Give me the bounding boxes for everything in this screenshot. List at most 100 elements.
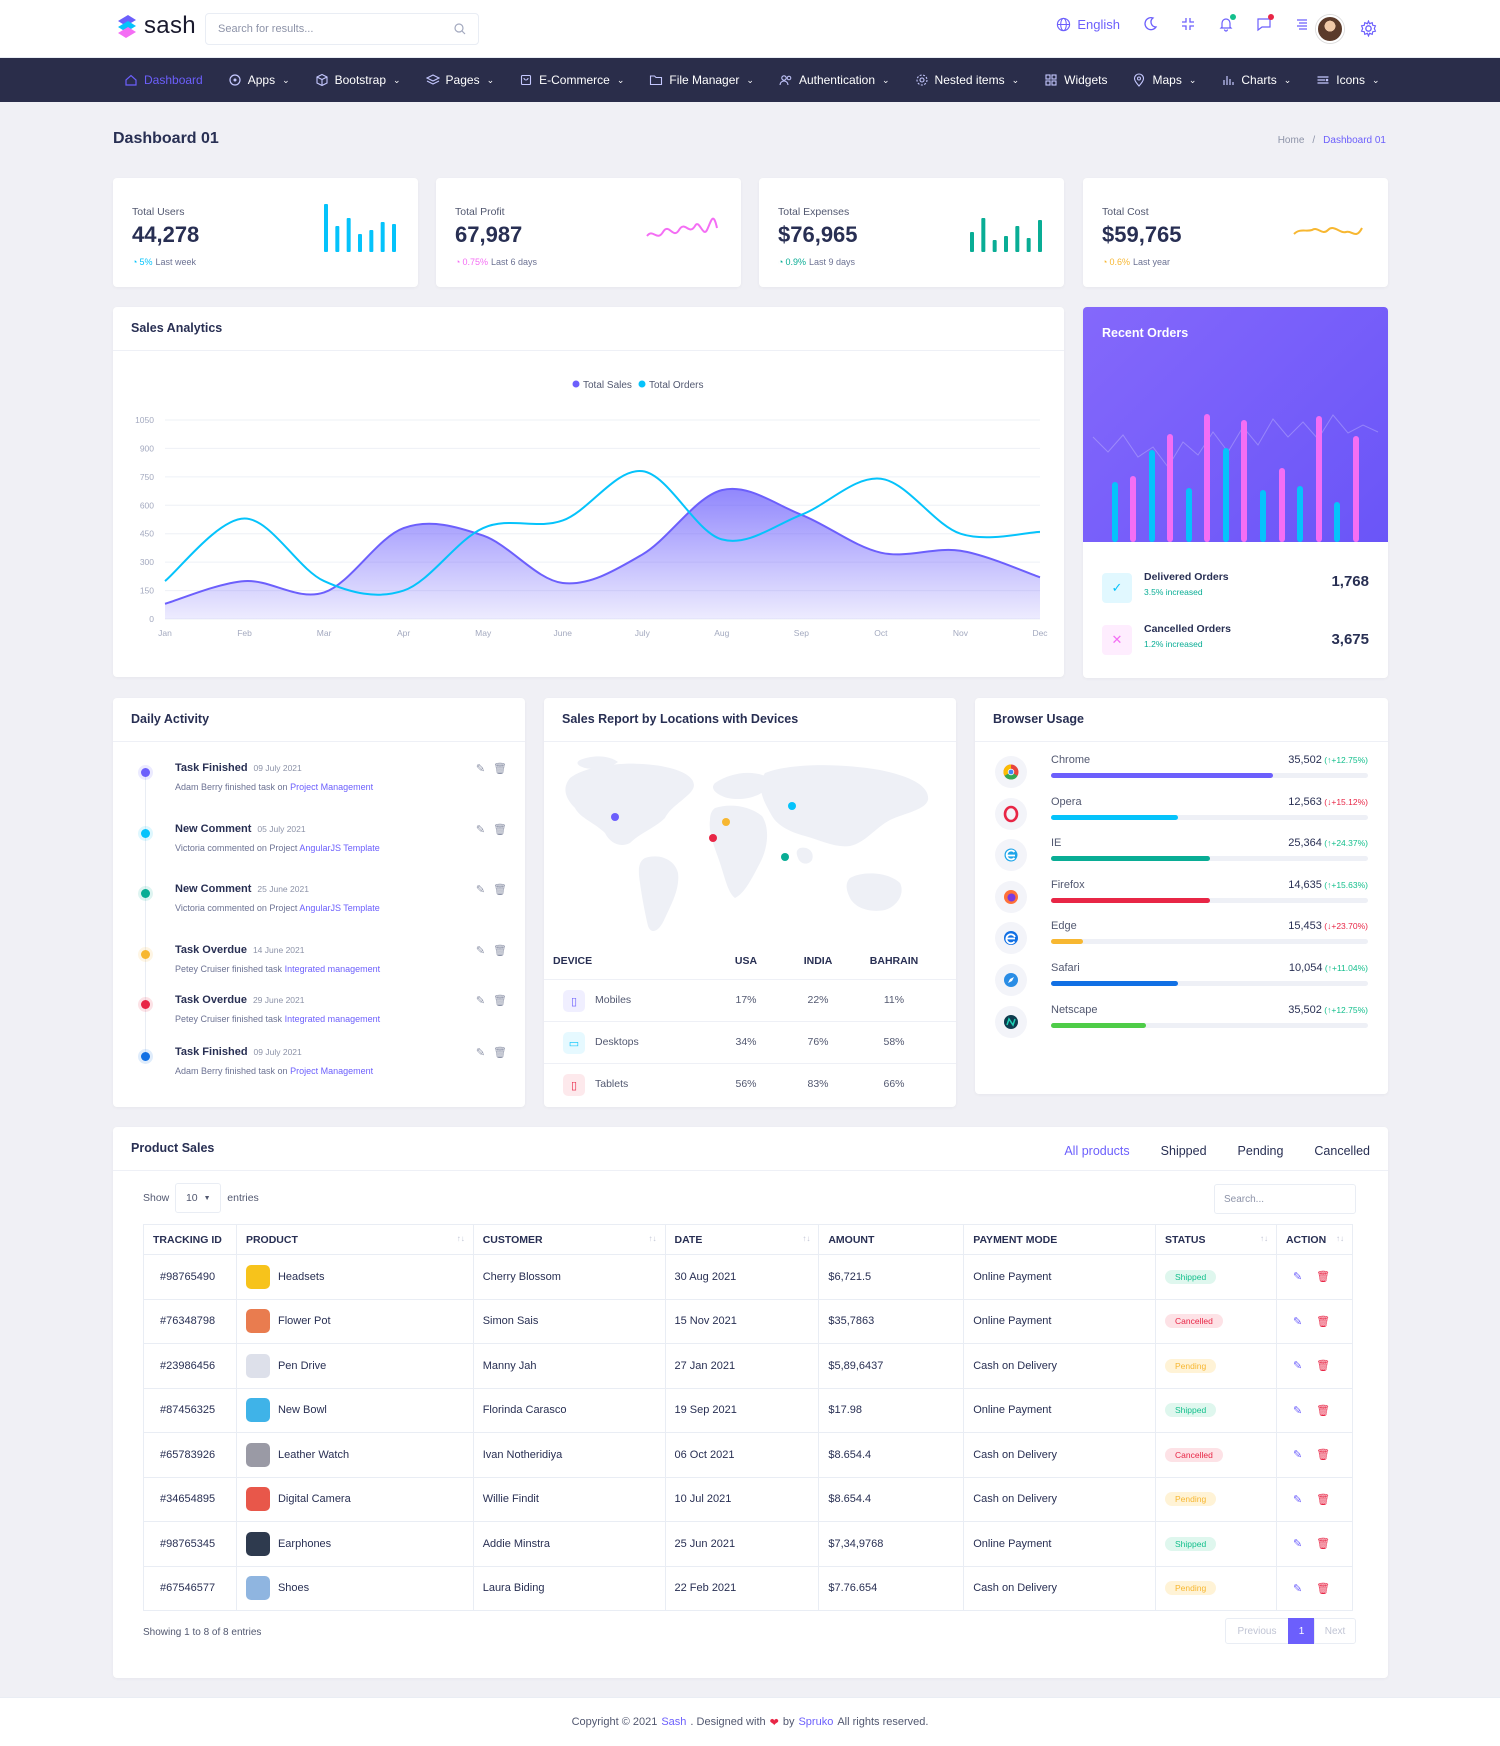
trash-icon[interactable]: 🗑 <box>1316 1493 1331 1506</box>
nav-item-charts[interactable]: Charts ⌄ <box>1221 73 1291 87</box>
trash-icon[interactable]: 🗑 <box>1316 1271 1331 1284</box>
page-1-button[interactable]: 1 <box>1288 1618 1315 1644</box>
product-sales-tabs: All products Shipped Pending Cancelled <box>1064 1144 1370 1158</box>
column-header-action[interactable]: ACTION ↑↓ <box>1275 1224 1354 1255</box>
legend-marker <box>638 380 646 388</box>
edit-icon[interactable]: ✎ <box>1292 1404 1303 1417</box>
trash-icon[interactable]: 🗑 <box>493 884 507 896</box>
edit-icon[interactable]: ✎ <box>475 995 486 1007</box>
x-tick-label: Aug <box>714 628 729 638</box>
activity-item: New Comment 25 June 2021 Victoria commente… <box>113 883 525 923</box>
fullscreen-icon[interactable] <box>1180 16 1196 32</box>
nav-item-icons[interactable]: Icons ⌄ <box>1316 73 1380 87</box>
folder-icon <box>650 75 663 86</box>
trash-icon[interactable]: 🗑 <box>1316 1315 1331 1328</box>
tab-shipped[interactable]: Shipped <box>1160 1144 1207 1158</box>
moon-icon[interactable] <box>1142 16 1158 32</box>
nav-item-bootstrap[interactable]: Bootstrap ⌄ <box>315 73 401 87</box>
tab-pending[interactable]: Pending <box>1237 1144 1284 1158</box>
sort-icon[interactable]: ↑↓ <box>1336 1234 1344 1243</box>
sort-icon[interactable]: ↑↓ <box>802 1234 811 1243</box>
recent-order-label: Cancelled Orders <box>1144 623 1231 635</box>
cube-icon <box>316 73 328 87</box>
trash-icon[interactable]: 🗑 <box>1316 1404 1331 1417</box>
trash-icon[interactable]: 🗑 <box>1316 1538 1331 1551</box>
search-icon[interactable] <box>454 23 466 35</box>
edit-icon[interactable]: ✎ <box>475 1047 486 1059</box>
sort-icon[interactable]: ↑↓ <box>456 1234 465 1243</box>
trash-icon[interactable]: 🗑 <box>493 824 507 836</box>
trash-icon[interactable]: 🗑 <box>493 1047 507 1059</box>
gear-icon[interactable] <box>1360 20 1377 37</box>
nav-item-label: Pages <box>445 73 480 87</box>
nav-item-dashboard[interactable]: Dashboard <box>124 73 203 87</box>
nav-item-maps[interactable]: Maps ⌄ <box>1132 73 1196 87</box>
nav-item-widgets[interactable]: Widgets <box>1044 73 1107 87</box>
activity-link[interactable]: Project Management <box>290 782 374 792</box>
nav-item-authentication[interactable]: Authentication ⌄ <box>779 73 890 87</box>
timeline-dot <box>141 889 150 898</box>
edit-icon[interactable]: ✎ <box>1292 1360 1303 1373</box>
notifications-button[interactable] <box>1218 14 1236 32</box>
table-row: #76348798 Flower Pot Simon Sais 15 Nov 2021… <box>143 1298 1354 1344</box>
stat-label: Total Users <box>132 206 185 218</box>
edit-icon[interactable]: ✎ <box>1292 1271 1303 1284</box>
nav-item-e-commerce[interactable]: E-Commerce ⌄ <box>519 73 624 87</box>
nav-item-nested-items[interactable]: Nested items ⌄ <box>915 73 1019 87</box>
activity-link[interactable]: Integrated management <box>284 964 381 974</box>
browser-progress-fill <box>1051 814 1178 820</box>
edit-icon[interactable]: ✎ <box>475 884 486 896</box>
edit-icon[interactable]: ✎ <box>1292 1315 1303 1328</box>
previous-button[interactable]: Previous <box>1225 1618 1289 1644</box>
trash-icon[interactable]: 🗑 <box>493 945 507 957</box>
nav-item-apps[interactable]: Apps ⌄ <box>228 73 290 87</box>
trash-icon[interactable]: 🗑 <box>1316 1449 1331 1462</box>
trash-icon[interactable]: 🗑 <box>1316 1360 1331 1373</box>
tab-all-products[interactable]: All products <box>1064 1144 1130 1158</box>
language-selector[interactable]: English <box>1056 17 1120 32</box>
nav-item-file-manager[interactable]: File Manager ⌄ <box>649 73 754 87</box>
edit-icon[interactable]: ✎ <box>1292 1449 1303 1462</box>
logo[interactable]: sash <box>116 12 196 40</box>
activity-link[interactable]: AngularJS Template <box>299 843 380 853</box>
edit-icon[interactable]: ✎ <box>1292 1493 1303 1506</box>
trash-icon[interactable]: 🗑 <box>493 763 507 775</box>
messages-button[interactable] <box>1256 14 1274 32</box>
search-input[interactable]: Search for results... <box>205 13 479 45</box>
nav-item-pages[interactable]: Pages ⌄ <box>425 73 494 87</box>
activity-link[interactable]: Project Management <box>290 1066 374 1076</box>
avatar[interactable] <box>1316 15 1344 43</box>
breadcrumb-separator: / <box>1312 135 1316 146</box>
breadcrumb-home[interactable]: Home <box>1277 135 1305 146</box>
table-search-input[interactable]: Search... <box>1214 1184 1356 1214</box>
entries-select[interactable]: 10 ▼ <box>175 1183 222 1213</box>
sort-icon[interactable]: ↑↓ <box>648 1234 657 1243</box>
edit-icon[interactable]: ✎ <box>475 824 486 836</box>
footer-brand-link[interactable]: Sash <box>661 1716 687 1728</box>
activity-link[interactable]: AngularJS Template <box>299 903 380 913</box>
menu-lines-icon[interactable] <box>1294 16 1310 32</box>
edit-icon[interactable]: ✎ <box>475 945 486 957</box>
sort-icon[interactable]: ↑↓ <box>1259 1234 1268 1243</box>
column-header-date[interactable]: DATE ↑↓ <box>664 1224 820 1255</box>
browser-count: 14,635 <box>1288 878 1322 891</box>
trash-icon[interactable]: 🗑 <box>1316 1582 1331 1595</box>
status-cell: Cancelled <box>1155 1298 1277 1344</box>
trash-icon[interactable]: 🗑 <box>493 995 507 1007</box>
footer-company-link[interactable]: Spruko <box>798 1716 834 1728</box>
tracking-id-cell: #67546577 <box>143 1565 237 1611</box>
edit-icon[interactable]: ✎ <box>1292 1538 1303 1551</box>
column-header-customer[interactable]: CUSTOMER ↑↓ <box>472 1224 666 1255</box>
tab-cancelled[interactable]: Cancelled <box>1314 1144 1370 1158</box>
clock-icon: ◔ <box>778 257 784 267</box>
edit-icon[interactable]: ✎ <box>475 763 486 775</box>
column-header-status[interactable]: STATUS ↑↓ <box>1155 1224 1277 1255</box>
next-button[interactable]: Next <box>1314 1618 1356 1644</box>
activity-link[interactable]: Integrated management <box>284 1014 381 1024</box>
grid-icon <box>1045 74 1057 86</box>
nav-item-label: Apps <box>247 73 276 87</box>
column-header-product[interactable]: PRODUCT ↑↓ <box>235 1224 474 1255</box>
edit-icon[interactable]: ✎ <box>1292 1582 1303 1595</box>
timeline-dot <box>141 768 150 777</box>
main-nav: Dashboard Apps ⌄ Bootstrap ⌄ Pages ⌄ E-Commerce… <box>0 58 1500 102</box>
